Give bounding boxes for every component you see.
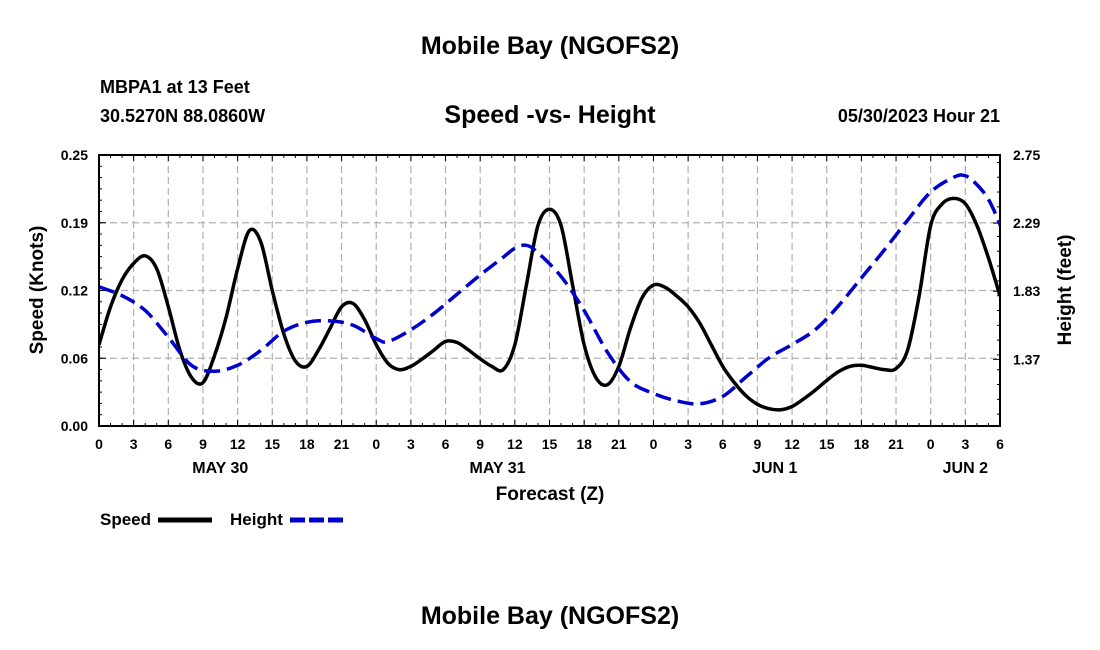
y-tick-label-left: 0.06 [61,350,88,366]
x-tick-label: 9 [754,436,762,452]
x-tick-label: 15 [819,436,835,452]
chart-subtitle: Speed -vs- Height [444,101,656,129]
y-tick-label-left: 0.19 [61,215,88,231]
day-label: MAY 30 [192,460,248,477]
x-tick-label: 21 [334,436,350,452]
day-label: JUN 1 [752,460,797,477]
series-lines [99,173,1000,412]
day-label: MAY 31 [469,460,525,477]
y-axis-label-right: Height (feet) [1055,235,1076,346]
x-tick-label: 3 [961,436,969,452]
y-tick-label-right: 2.75 [1013,147,1040,163]
chart-title-top: Mobile Bay (NGOFS2) [420,32,680,60]
series-line-height [99,173,1000,406]
x-tick-label: 0 [95,436,103,452]
x-tick-label: 21 [888,436,904,452]
chart-title-bottom: Mobile Bay (NGOFS2) [420,602,680,630]
x-tick-label: 6 [442,436,450,452]
x-tick-label: 18 [299,436,315,452]
x-tick-label: 3 [407,436,415,452]
station-name: MBPA1 at 13 Feet [100,77,250,97]
plot-frame [98,154,1001,427]
x-tick-label: 3 [130,436,138,452]
forecast-datetime: 05/30/2023 Hour 21 [837,106,1000,126]
y-tick-label-right: 1.37 [1013,351,1040,367]
y-axis-label-left: Speed (Knots) [27,226,48,355]
x-tick-label: 18 [854,436,870,452]
x-tick-label: 3 [684,436,692,452]
station-coordinates: 30.5270N 88.0860W [100,106,266,126]
legend: Speed Height [100,510,344,529]
x-tick-label: 9 [199,436,207,452]
x-tick-label: 12 [507,436,523,452]
day-label: JUN 2 [943,460,988,477]
x-tick-label: 0 [650,436,658,452]
y-tick-label-left: 0.00 [61,418,88,434]
y-tick-label-right: 2.29 [1013,215,1040,231]
x-tick-label: 6 [719,436,727,452]
series-line-speed [99,196,1000,412]
tick-labels: 0 3 6 9 12 15 18 21 0 3 6 9 12 15 18 21 0 3 6 9 12 15 18 21 0 3 6 M… [61,147,1041,477]
x-tick-label: 0 [927,436,935,452]
x-tick-label: 15 [264,436,280,452]
legend-speed-label: Speed [100,510,151,529]
x-tick-label: 21 [611,436,627,452]
x-axis-label: Forecast (Z) [496,484,605,505]
x-tick-label: 9 [476,436,484,452]
x-tick-label: 15 [542,436,558,452]
y-tick-label-left: 0.25 [61,147,88,163]
x-tick-label: 6 [164,436,172,452]
x-tick-label: 12 [230,436,246,452]
y-tick-label-left: 0.12 [61,283,88,299]
x-tick-label: 6 [996,436,1004,452]
legend-height-label: Height [230,510,283,529]
x-tick-label: 12 [784,436,800,452]
x-tick-label: 0 [372,436,380,452]
x-tick-label: 18 [576,436,592,452]
y-tick-label-right: 1.83 [1013,283,1040,299]
